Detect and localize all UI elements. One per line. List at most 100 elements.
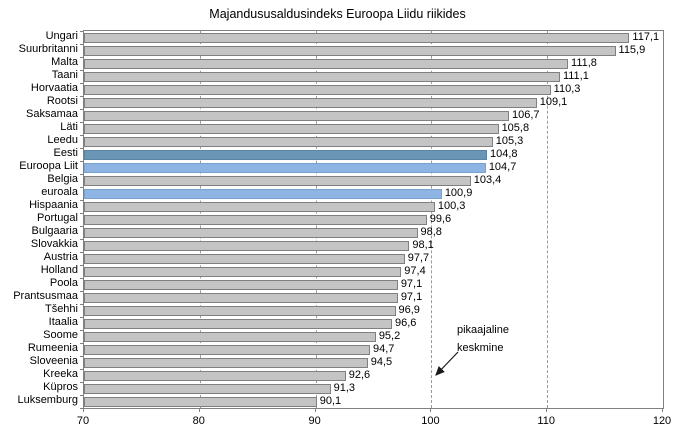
- x-tick-label: 100: [421, 415, 440, 427]
- y-tick: [80, 239, 84, 240]
- value-label: 96,9: [398, 304, 420, 316]
- bar-sloveenia: [84, 357, 368, 368]
- value-label: 104,8: [489, 148, 518, 160]
- bar-row: 105,3: [84, 135, 663, 148]
- bar-row: 105,8: [84, 122, 663, 135]
- plot-area: 117,1 115,9 111,8 111,1 110,3 109,1 106,7 105,8…: [80, 30, 664, 409]
- bar-leedu: [84, 136, 493, 147]
- value-label: 98,1: [412, 239, 434, 251]
- category-label: Leedu: [47, 134, 78, 146]
- x-tick-100: [430, 408, 432, 412]
- annotation-label: pikaajaline keskmine: [457, 321, 509, 357]
- y-tick: [80, 330, 84, 331]
- bar-malta: [84, 58, 569, 69]
- bar-row: 98,1: [84, 239, 663, 252]
- y-tick: [80, 408, 84, 409]
- category-label: Itaalia: [48, 316, 78, 328]
- y-tick: [80, 226, 84, 227]
- value-label: 106,7: [511, 109, 540, 121]
- y-tick: [80, 265, 84, 266]
- bar-kreeka: [84, 370, 346, 381]
- x-tick-70: [83, 408, 84, 412]
- value-label: 97,1: [400, 278, 423, 290]
- category-label: Eesti: [53, 147, 78, 159]
- bar-soome: [84, 331, 376, 342]
- chart-title: Majandususaldusindeks Euroopa Liidu riik…: [209, 7, 466, 21]
- bar-läti: [84, 123, 499, 134]
- category-label: Rootsi: [46, 95, 78, 107]
- value-label: 109,1: [539, 96, 568, 108]
- value-label: 111,1: [562, 70, 589, 82]
- category-label: Läti: [60, 121, 78, 133]
- bar-suurbritanni: [84, 45, 616, 56]
- y-tick: [80, 395, 84, 396]
- bar-row: 94,5: [84, 356, 663, 369]
- y-tick: [80, 31, 84, 32]
- category-label: Prantsusmaa: [13, 290, 78, 302]
- y-tick: [80, 122, 84, 123]
- y-tick: [80, 96, 84, 97]
- y-tick: [80, 252, 84, 253]
- bar-row: 104,7: [84, 161, 663, 174]
- bar-taani: [84, 71, 560, 82]
- value-label: 104,7: [488, 161, 517, 173]
- bar-row: 92,6: [84, 369, 663, 382]
- y-tick: [80, 200, 84, 201]
- y-tick: [80, 161, 84, 162]
- category-label: Tšehhi: [44, 303, 78, 315]
- y-tick: [80, 278, 84, 279]
- value-label: 115,9: [618, 44, 646, 56]
- bar-row: 103,4: [84, 174, 663, 187]
- bar-row: 97,4: [84, 265, 663, 278]
- category-label: euroala: [41, 186, 78, 198]
- category-label: Bulgaaria: [31, 225, 78, 237]
- x-tick-90: [314, 408, 316, 412]
- bar-row: 109,1: [84, 96, 663, 109]
- bar-row: 91,3: [84, 382, 663, 395]
- gridline-110: [547, 31, 549, 408]
- category-label: Austria: [43, 251, 78, 263]
- y-ticks-layer: [80, 31, 84, 409]
- bar-row: 111,8: [84, 57, 663, 70]
- category-label: Taani: [51, 69, 78, 81]
- value-label: 96,6: [395, 317, 417, 329]
- category-label: Belgia: [47, 173, 78, 185]
- category-label: Portugal: [37, 212, 78, 224]
- bar-row: 104,8: [84, 148, 663, 161]
- value-label: 92,6: [348, 369, 371, 381]
- value-label: 117,1: [632, 31, 660, 43]
- x-tick-label: 90: [308, 415, 321, 427]
- bar-rumeenia: [84, 344, 371, 355]
- value-label: 91,3: [333, 382, 356, 394]
- category-label: Slovakkia: [30, 238, 78, 250]
- value-label: 111,8: [571, 57, 597, 69]
- y-tick: [80, 44, 84, 45]
- value-label: 105,8: [501, 122, 530, 134]
- bar-row: 97,1: [84, 291, 663, 304]
- bar-row: 100,3: [84, 200, 663, 213]
- value-label: 110,3: [553, 83, 581, 95]
- bar-row: 95,2: [84, 330, 663, 343]
- bar-holland: [84, 266, 402, 277]
- value-label: 97,1: [400, 291, 423, 303]
- category-label: Suurbritanni: [18, 43, 78, 55]
- bar-rootsi: [84, 97, 537, 108]
- x-tick-label: 120: [652, 415, 672, 427]
- y-tick: [80, 83, 84, 84]
- bar-ungari: [84, 32, 630, 43]
- bar-row: 97,7: [84, 252, 663, 265]
- y-tick: [80, 291, 84, 292]
- category-label: Euroopa Liit: [19, 160, 78, 172]
- bar-row: 110,3: [84, 83, 663, 96]
- x-tick-110: [546, 408, 548, 412]
- value-label: 97,7: [407, 252, 430, 264]
- bar-row: 111,1: [84, 70, 663, 83]
- value-label: 95,2: [378, 330, 401, 342]
- bar-horvaatia: [84, 84, 551, 95]
- category-label: Holland: [40, 264, 78, 276]
- bar-row: 96,9: [84, 304, 663, 317]
- annotation-line-2: keskmine: [457, 342, 504, 354]
- y-tick: [80, 317, 84, 318]
- bar-belgia: [84, 175, 471, 186]
